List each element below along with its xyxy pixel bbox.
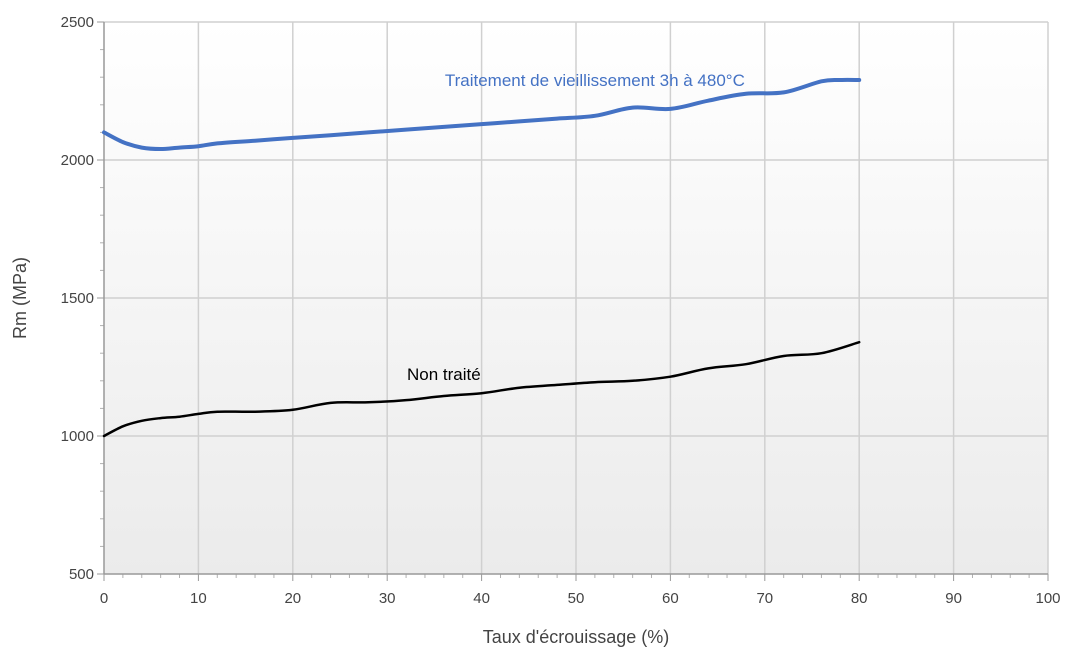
y-tick-label: 1500: [61, 290, 94, 307]
y-tick-label: 2000: [61, 152, 94, 169]
x-tick-label: 90: [945, 590, 962, 607]
x-tick-label: 50: [568, 590, 585, 607]
y-axis-title: Rm (MPa): [10, 257, 30, 339]
series-group: [102, 77, 862, 438]
labels: Taux d'écrouissage (%) Rm (MPa) Traiteme…: [10, 71, 745, 647]
y-tick-label: 2500: [61, 14, 94, 31]
x-axis-title: Taux d'écrouissage (%): [483, 627, 670, 647]
series-annotation-untreated: Non traité: [407, 365, 481, 384]
x-tick-label: 70: [756, 590, 773, 607]
series-annotation-aged: Traitement de vieillissement 3h à 480°C: [445, 71, 745, 90]
x-tick-label: 10: [190, 590, 207, 607]
x-tick-label: 30: [379, 590, 396, 607]
x-tick-label: 0: [100, 590, 108, 607]
x-tick-label: 40: [473, 590, 490, 607]
series-line-untreated: [102, 340, 861, 438]
x-tick-label: 80: [851, 590, 868, 607]
y-tick-label: 500: [69, 566, 94, 583]
axes: 0 10 20 30 40 50 60 70 80 90 100 500 1000 1500 2000 250…: [61, 14, 1061, 607]
series-line-aged: [102, 77, 862, 151]
x-tick-label: 60: [662, 590, 679, 607]
x-tick-label: 20: [284, 590, 301, 607]
x-tick-label: 100: [1035, 590, 1060, 607]
grid-lines: [104, 21, 1049, 574]
y-tick-label: 1000: [61, 428, 94, 445]
